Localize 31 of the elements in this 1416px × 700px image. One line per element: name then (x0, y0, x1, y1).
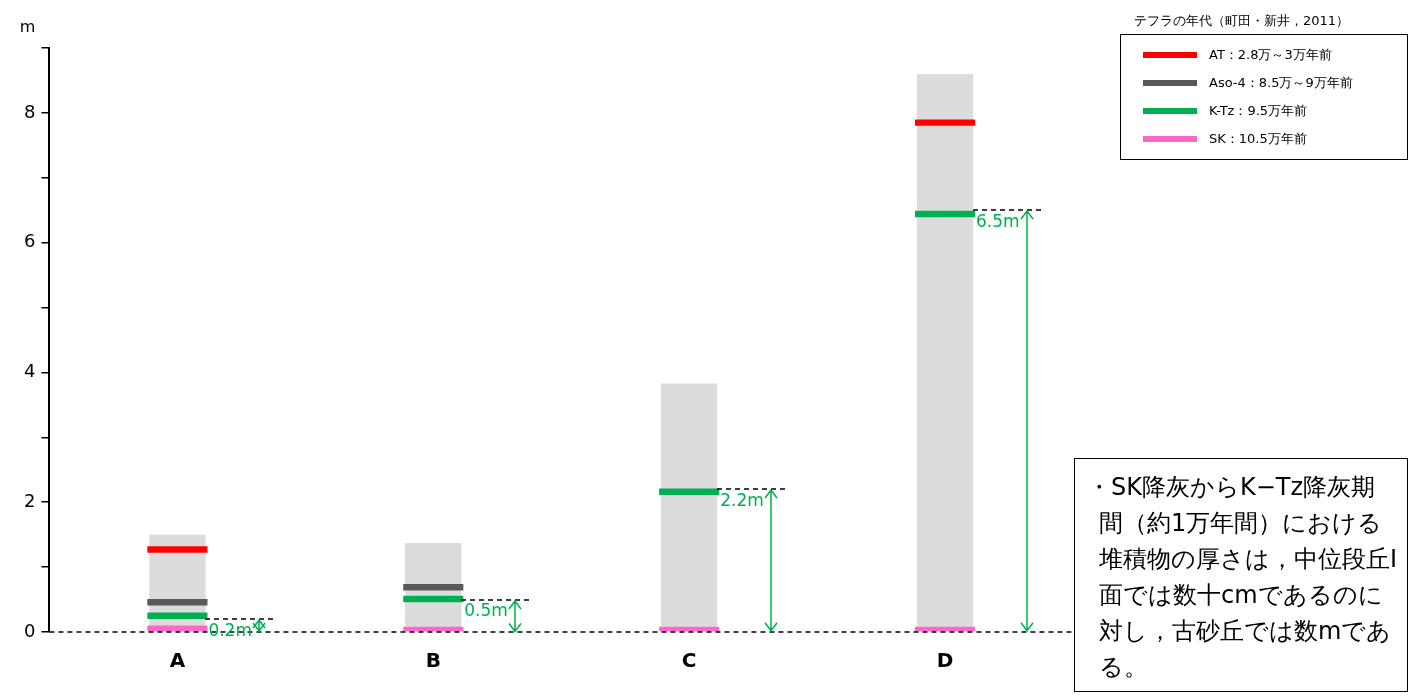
bar (914, 119, 976, 126)
bar (914, 210, 976, 218)
bar (403, 626, 464, 632)
x-tick-label: B (425, 648, 441, 673)
text: ・SK降灰からK−Tz降灰期間（約1万年間）における堆積物の厚さは，中位段丘Ⅰ面では数十cmであるのに対し，古砂丘では数mである。 (1074, 458, 1408, 692)
y-tick-label: 4 (24, 360, 36, 382)
x-tick-label: D (936, 648, 954, 673)
bar (403, 583, 464, 591)
bar (659, 626, 720, 632)
bar (659, 488, 720, 496)
y-tick-label: 8 (24, 100, 36, 122)
legend-label: AT：2.8万～3万年前 (1209, 46, 1332, 64)
bar (914, 626, 976, 632)
bar (147, 612, 208, 620)
legend-label: Aso-4：8.5万～9万年前 (1209, 74, 1353, 92)
bar (403, 595, 464, 603)
annotation: 2.2m (720, 490, 764, 511)
bar (147, 598, 208, 606)
annotation: 0.5m (464, 600, 508, 621)
y-tick-label: 0 (24, 619, 36, 641)
y-tick-label: 6 (24, 230, 36, 252)
y-tick-label: 2 (24, 489, 36, 511)
annotation: 6.5m (976, 211, 1020, 232)
x-tick-label: A (169, 648, 186, 673)
bar (147, 546, 208, 553)
y-axis-title: m (19, 17, 36, 37)
legend-label: SK：10.5万年前 (1209, 130, 1307, 148)
annotation: 0.2m (208, 619, 253, 640)
legend-title: テフラの年代（町田・新井，2011） (1134, 12, 1351, 30)
x-tick-label: C (681, 648, 697, 673)
legend-label: K-Tz：9.5万年前 (1209, 102, 1308, 120)
